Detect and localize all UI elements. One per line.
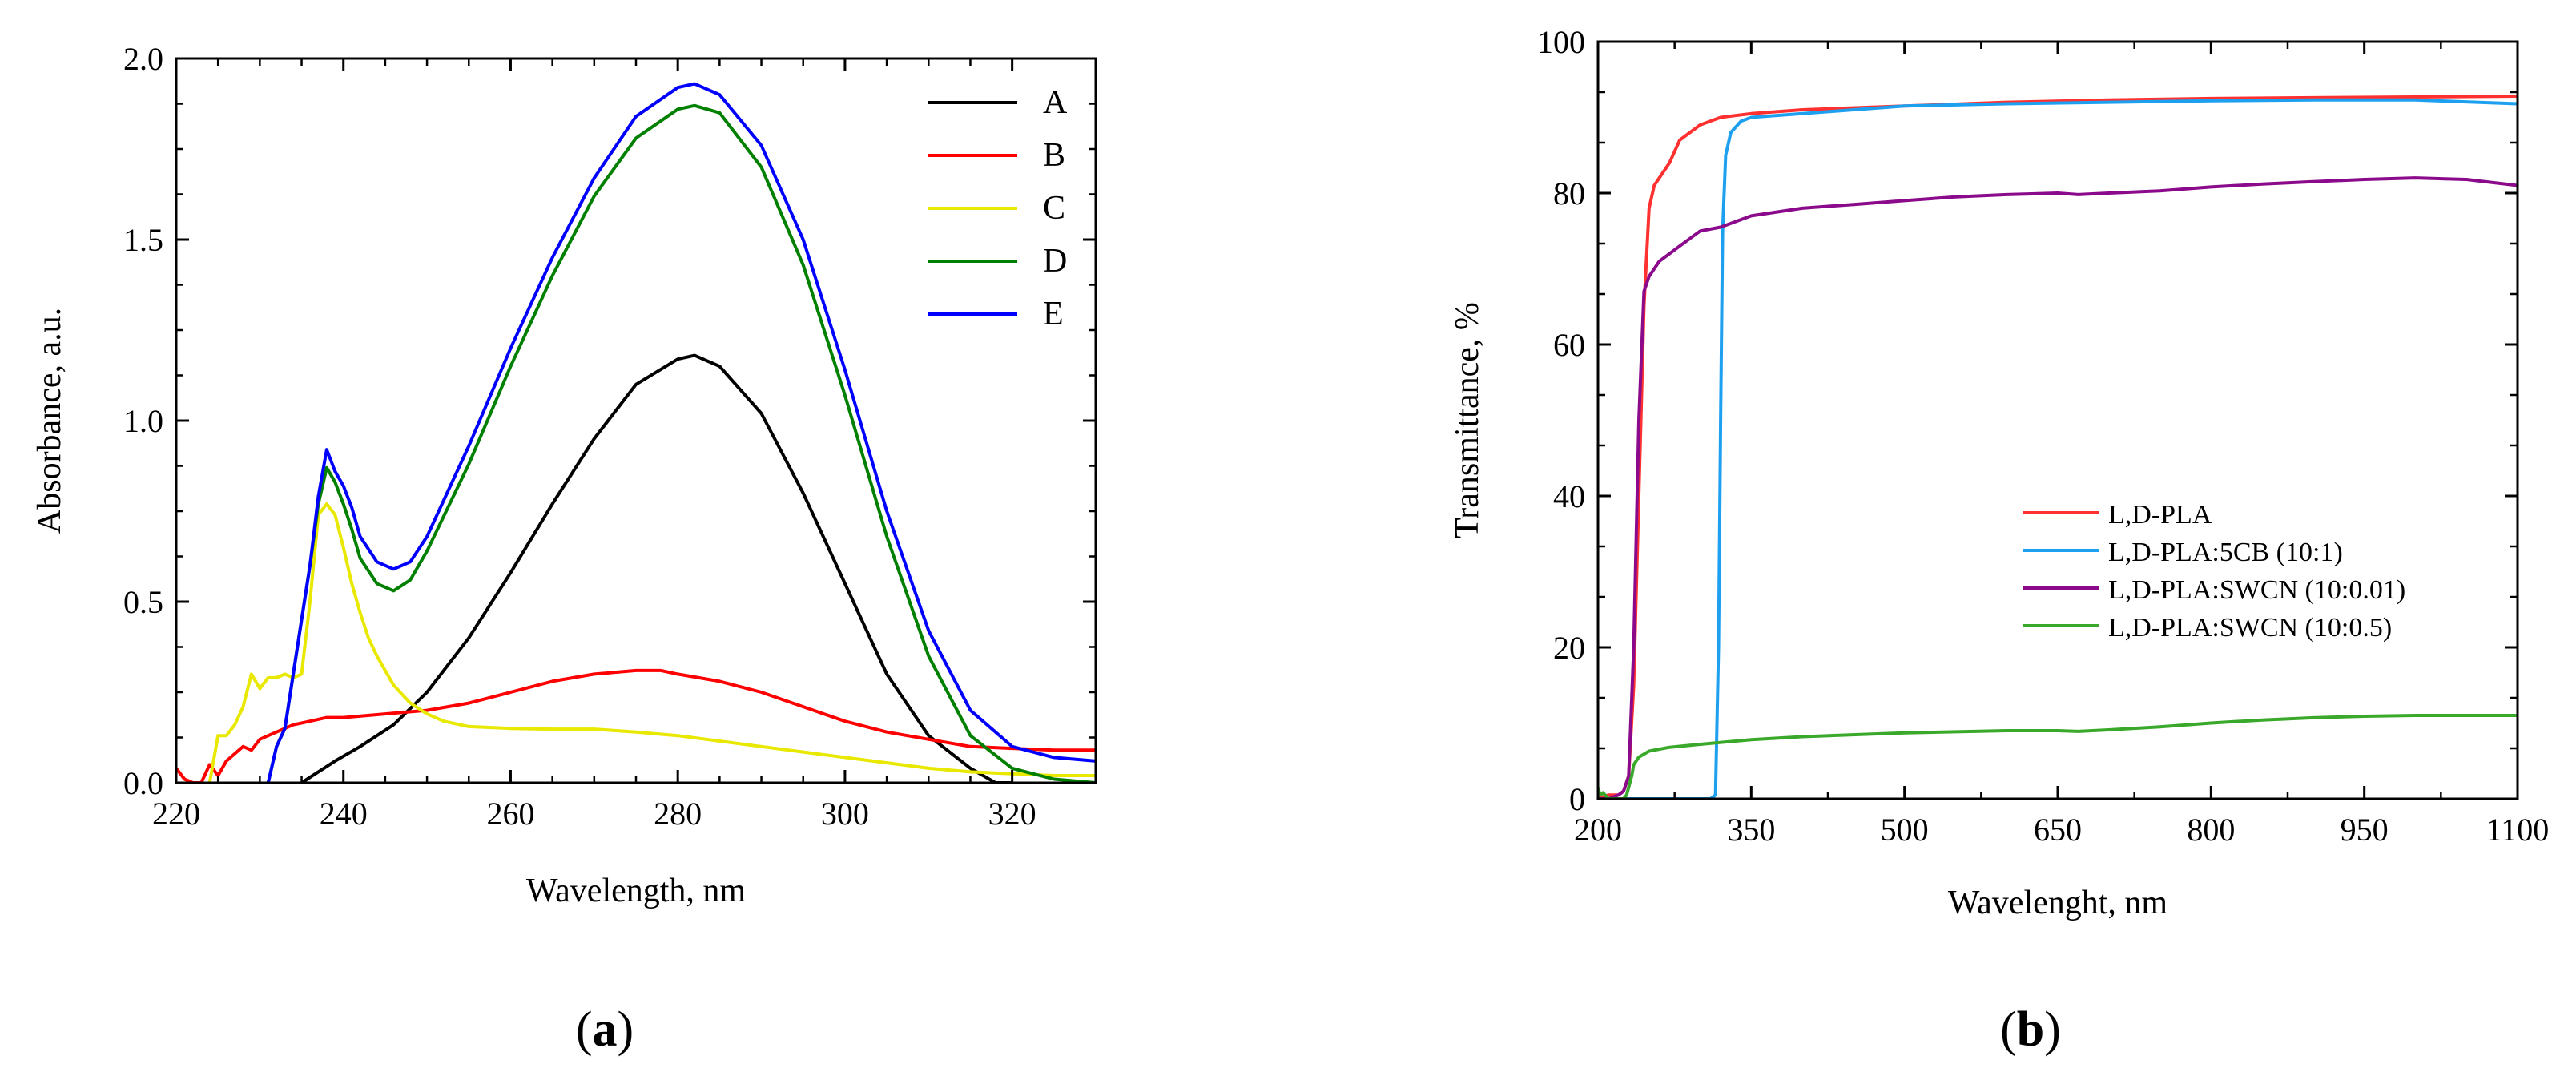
panel-b-chart: 200 350 500 650 800 950 1100 0 20 40 60 80 100 Wavele… (1449, 24, 2549, 1057)
panel-b-legend-label-3: L,D-PLA:SWCN (10:0.5) (2108, 613, 2392, 643)
panel-b-x-tick-label: 1100 (2486, 812, 2550, 848)
panel-b-x-tick-label: 800 (2187, 812, 2235, 848)
panel-b-legend-label-0: L,D-PLA (2108, 500, 2212, 530)
panel-a-y-tick-label: 0.5 (123, 584, 163, 620)
panel-b-series-line-1 (1598, 98, 2518, 799)
panel-b-panel-label: (b) (2000, 1002, 2061, 1057)
panel-a-panel-label-open: ( (576, 1002, 593, 1057)
panel-b-legend-label-2: L,D-PLA:SWCN (10:0.01) (2108, 575, 2405, 605)
panel-a-legend-label-3: D (1043, 243, 1067, 280)
panel-a-x-tick-label: 240 (320, 796, 368, 832)
panel-a-series-line-4 (266, 82, 1096, 783)
panel-b-x-tick-label: 650 (2034, 812, 2082, 848)
panel-b-legend-label-1: L,D-PLA:5CB (10:1) (2108, 538, 2343, 567)
panel-a-x-axis-label: Wavelength, nm (526, 872, 747, 909)
panel-b-y-axis-label: Transmittance, % (1449, 302, 1486, 538)
panel-a-chart: 220 240 260 280 300 320 0.0 0.5 1.0 1.5 2.0 Wavelen… (31, 41, 1097, 1057)
panel-b-panel-label-open: ( (2000, 1002, 2017, 1057)
panel-b-y-tick-label: 100 (1537, 24, 1585, 60)
panel-a-panel-label-close: ) (618, 1002, 634, 1057)
panel-b-y-tick-label: 40 (1553, 478, 1585, 514)
panel-a-x-tick-label: 260 (486, 796, 534, 832)
panel-b-x-axis-label: Wavelenght, nm (1948, 885, 2168, 921)
panel-a-legend-label-4: E (1043, 296, 1064, 332)
panel-a-legend-label-1: B (1043, 137, 1065, 174)
panel-a-panel-label-letter: a (593, 1002, 618, 1057)
panel-b-panel-label-close: ) (2044, 1002, 2061, 1057)
panel-b-x-tick-label: 500 (1881, 812, 1929, 848)
panel-b-series-line-3 (1598, 714, 2518, 799)
panel-b-series-line-2 (1598, 176, 2518, 799)
panel-a-panel-label: (a) (576, 1002, 634, 1057)
panel-a-y-tick-label: 2.0 (123, 41, 163, 77)
panel-b-x-tick-label: 350 (1727, 812, 1775, 848)
panel-a-series-line-1 (176, 668, 1096, 783)
panel-b-y-tick-label: 20 (1553, 630, 1585, 666)
panel-a-y-axis-label: Absorbance, a.u. (31, 308, 68, 534)
panel-a-x-tick-label: 300 (821, 796, 869, 832)
panel-b-x-tick-label: 950 (2341, 812, 2389, 848)
panel-a-series-line-0 (300, 353, 1012, 783)
panel-a-y-tick-label: 1.5 (123, 222, 163, 258)
panel-b-plot-frame (1596, 40, 2519, 800)
panel-a-y-tick-label: 1.0 (123, 403, 163, 439)
panel-a-legend-label-2: C (1043, 190, 1065, 227)
panel-b-y-tick-label: 80 (1553, 175, 1585, 212)
panel-b-panel-label-letter: b (2017, 1002, 2044, 1057)
panel-a-x-tick-label: 220 (152, 796, 200, 832)
panel-a-plot-frame (175, 57, 1097, 784)
panel-b-x-tick-label: 200 (1574, 812, 1622, 848)
panel-a-x-tick-label: 280 (654, 796, 702, 832)
panel-b-y-tick-label: 0 (1569, 781, 1585, 817)
panel-a-y-tick-label: 0.0 (123, 765, 163, 801)
panel-a-x-tick-label: 320 (988, 796, 1036, 832)
panel-a-legend-label-0: A (1043, 84, 1068, 121)
panel-b-y-tick-label: 60 (1553, 327, 1585, 363)
panel-a-series-line-2 (207, 502, 1096, 783)
panel-b-series-line-0 (1598, 95, 2518, 799)
